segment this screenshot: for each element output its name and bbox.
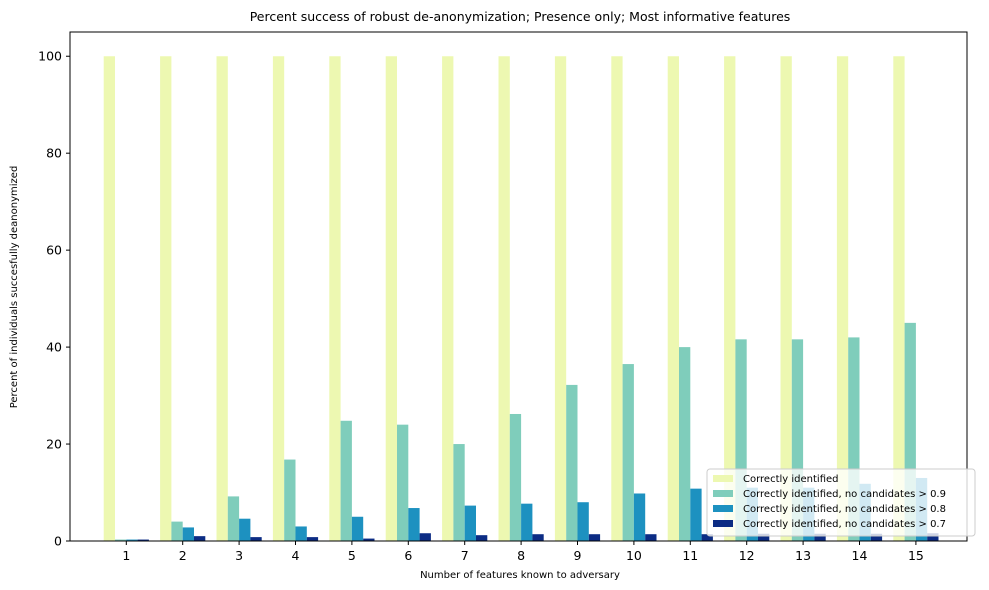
x-tick-label: 15 [908, 548, 924, 563]
bar-1-12 [724, 56, 736, 542]
x-tick-label: 8 [517, 548, 525, 563]
bar-2-13 [791, 339, 804, 541]
legend-swatch-2 [713, 490, 733, 497]
bar-2-2 [171, 521, 183, 541]
bar-1-15 [893, 56, 905, 542]
bar-1-6 [385, 56, 397, 542]
y-tick-label: 0 [54, 534, 62, 549]
bar-4-5 [363, 538, 375, 541]
y-tick-label: 100 [38, 49, 62, 64]
bar-1-9 [554, 56, 567, 542]
x-tick-label: 10 [626, 548, 642, 563]
bar-2-12 [735, 339, 747, 541]
plot-frame [69, 31, 968, 542]
bar-4-7 [476, 535, 488, 541]
bar-2-3 [227, 496, 240, 541]
bar-4-6 [419, 533, 431, 541]
y-tick-label: 20 [46, 437, 62, 452]
x-tick-label: 4 [292, 548, 300, 563]
bar-3-5 [351, 516, 364, 541]
x-tick-label: 7 [461, 548, 469, 563]
legend-label-4: Correctly identified, no candidates > 0.… [743, 519, 946, 530]
bar-1-8 [498, 56, 510, 542]
bar-1-10 [611, 56, 623, 542]
bar-3-10 [633, 493, 646, 541]
bar-4-3 [250, 537, 262, 541]
bar-2-7 [453, 444, 465, 541]
bar-2-14 [848, 337, 860, 541]
bar-2-5 [340, 420, 352, 541]
x-tick-label: 12 [739, 548, 755, 563]
bar-1-13 [780, 56, 792, 542]
chart-title: Percent success of robust de-anonymizati… [250, 9, 791, 24]
legend-label-3: Correctly identified, no candidates > 0.… [743, 504, 946, 515]
bar-2-9 [566, 384, 578, 541]
x-axis-label: Number of features known to adversary [420, 570, 620, 581]
bars-layer [103, 56, 939, 542]
x-tick-label: 5 [348, 548, 356, 563]
bar-3-6 [408, 508, 420, 541]
bar-2-11 [679, 347, 691, 541]
bar-3-7 [464, 505, 476, 541]
legend-box [706, 468, 976, 537]
legend-swatch-3 [713, 505, 733, 512]
bar-1-14 [836, 56, 849, 542]
x-tick-label: 1 [122, 548, 130, 563]
bar-2-4 [284, 459, 296, 541]
bar-1-2 [160, 56, 172, 542]
bar-4-10 [645, 534, 657, 541]
legend-swatch-4 [713, 520, 733, 527]
bar-4-9 [588, 534, 601, 541]
y-tick-label: 60 [46, 243, 62, 258]
bar-2-10 [622, 364, 634, 541]
legend: Correctly identified Correctly identified… [706, 468, 976, 537]
bar-1-7 [442, 56, 454, 542]
bar-4-2 [194, 536, 206, 541]
y-tick-label: 80 [46, 146, 62, 161]
bar-4-4 [306, 537, 319, 541]
legend-label-1: Correctly identified [743, 474, 839, 485]
bar-1-4 [272, 56, 285, 542]
bar-1-5 [329, 56, 341, 542]
x-tick-label: 11 [682, 548, 698, 563]
bar-2-1 [115, 539, 127, 541]
x-tick-label: 2 [179, 548, 187, 563]
bar-3-11 [690, 488, 702, 541]
y-axis-label: Percent of individuals succesfully deano… [9, 166, 20, 409]
x-tick-label: 14 [852, 548, 868, 563]
bar-3-2 [182, 527, 194, 541]
x-tick-label: 13 [795, 548, 811, 563]
bar-3-4 [295, 526, 307, 541]
bar-1-1 [103, 56, 115, 542]
bar-1-11 [667, 56, 679, 542]
bar-4-15 [927, 533, 939, 541]
x-tick-label: 6 [404, 548, 412, 563]
x-tick-label: 3 [235, 548, 243, 563]
bar-4-11 [701, 534, 713, 541]
bar-2-6 [397, 424, 409, 541]
legend-label-2: Correctly identified, no candidates > 0.… [743, 489, 946, 500]
bar-2-8 [509, 413, 522, 541]
bar-3-1 [126, 539, 138, 541]
x-tick-label: 9 [574, 548, 582, 563]
bar-4-1 [137, 539, 149, 541]
bar-1-3 [216, 56, 228, 542]
y-tick-label: 40 [46, 340, 62, 355]
bar-4-8 [532, 534, 544, 541]
bar-4-12 [758, 533, 770, 541]
legend-swatch-1 [713, 475, 733, 482]
bar-3-3 [239, 518, 251, 541]
bar-4-14 [870, 533, 883, 541]
bar-4-13 [814, 533, 826, 541]
bar-3-9 [577, 502, 589, 541]
bar-3-8 [521, 503, 533, 541]
bar-2-15 [904, 322, 916, 541]
